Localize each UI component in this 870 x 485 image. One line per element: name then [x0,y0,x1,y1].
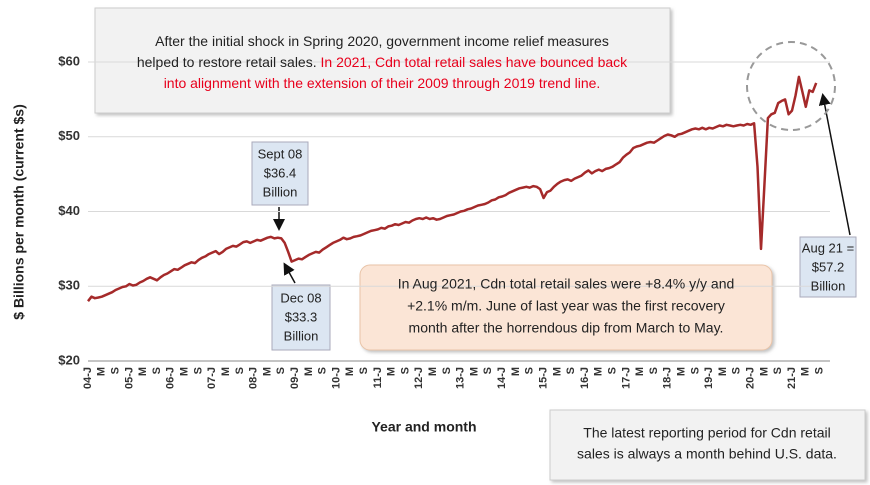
note-text: sales is always a month behind U.S. data… [577,446,837,462]
x-tick-label: S [524,367,536,374]
x-tick-label: M [634,367,646,376]
note-text: In Aug 2021, Cdn total retail sales were… [398,276,735,292]
x-tick-label: M [427,367,439,376]
callout-text: Billion [284,328,319,343]
y-tick-label: $20 [58,352,80,367]
callout-text: $36.4 [264,165,297,180]
bottom-note-box [549,409,866,481]
x-tick-label: 06-J [165,367,177,389]
callout-text: $33.3 [285,309,318,324]
x-tick-label: M [179,367,191,376]
x-tick-label: 08-J [248,367,260,389]
x-axis-label: Year and month [371,419,476,435]
x-tick-label: 11-J [372,367,384,388]
x-tick-label: M [717,367,729,376]
x-tick-label: 17-J [620,367,632,389]
callout-text: Aug 21 = [802,240,854,255]
arrow [818,93,851,236]
sept08-box [251,141,309,206]
x-tick-label: M [468,367,480,376]
y-tick-label: $40 [58,203,80,218]
x-tick-label: M [220,367,232,376]
x-tick-label: S [441,367,453,374]
note-text: The latest reporting period for Cdn reta… [583,425,830,441]
note-segment: In 2021, Cdn total retail sales have bou… [321,54,629,70]
dec08-box [271,284,331,351]
callout-text: Sept 08 [258,146,303,161]
x-tick-label: 05-J [123,367,135,389]
callout-text: $57.2 [812,259,845,274]
x-tick-label: S [317,367,329,374]
x-tick-label: M [758,367,770,376]
x-tick-label: M [137,367,149,376]
x-tick-label: S [565,367,577,374]
x-tick-label: S [814,367,826,374]
y-axis-label: $ Billions per month (current $s) [11,104,27,319]
x-tick-label: 09-J [289,367,301,389]
x-tick-label: S [606,367,618,374]
x-tick-label: M [551,367,563,376]
x-tick-label: 15-J [537,367,549,389]
x-tick-label: 10-J [330,367,342,389]
callout-text: Billion [811,278,846,293]
top-note-box [94,7,671,114]
x-tick-label: 16-J [579,367,591,389]
x-tick-label: S [648,367,660,374]
x-tick-label: M [510,367,522,376]
y-tick-label: $60 [58,53,80,68]
x-tick-label: S [482,367,494,374]
aug21-box [799,236,857,298]
callout-text: Dec 08 [280,290,321,305]
x-tick-label: 07-J [206,367,218,389]
x-tick-label: M [676,367,688,376]
x-tick-label: 13-J [455,367,467,389]
x-tick-label: S [689,367,701,374]
x-tick-label: 19-J [703,367,715,389]
highlight-circle [746,41,836,131]
note-text: After the initial shock in Spring 2020, … [155,33,609,49]
y-tick-label: $50 [58,128,80,143]
x-tick-label: S [151,367,163,374]
x-tick-label: 20-J [745,367,757,389]
data-line [87,75,818,302]
note-segment: into alignment with the extension of the… [164,75,601,91]
note-text: helped to restore retail sales. In 2021,… [137,54,628,70]
x-tick-label: 21-J [786,367,798,389]
y-tick-label: $30 [58,278,80,293]
note-segment: helped to restore retail sales. [137,54,321,70]
x-tick-label: M [261,367,273,376]
x-tick-label: S [772,367,784,374]
x-tick-label: S [110,367,122,374]
x-tick-label: M [800,367,812,376]
x-tick-label: M [344,367,356,376]
x-tick-label: S [731,367,743,374]
x-tick-label: M [593,367,605,376]
note-text: into alignment with the extension of the… [164,75,601,91]
note-text: month after the horrendous dip from Marc… [409,320,724,336]
x-tick-label: S [358,367,370,374]
arrow [283,262,296,284]
x-tick-label: S [234,367,246,374]
x-tick-label: 12-J [413,367,425,389]
x-tick-label: 18-J [662,367,674,389]
x-tick-label: 04-J [82,367,94,389]
x-tick-label: S [192,367,204,374]
note-segment: After the initial shock in Spring 2020, … [155,33,609,49]
note-text: +2.1% m/m. June of last year was the fir… [407,298,725,314]
callout-text: Billion [263,184,298,199]
x-tick-label: M [386,367,398,376]
x-tick-label: M [96,367,108,376]
x-tick-label: 14-J [496,367,508,389]
x-tick-label: S [399,367,411,374]
x-tick-label: S [275,367,287,374]
x-tick-label: M [303,367,315,376]
